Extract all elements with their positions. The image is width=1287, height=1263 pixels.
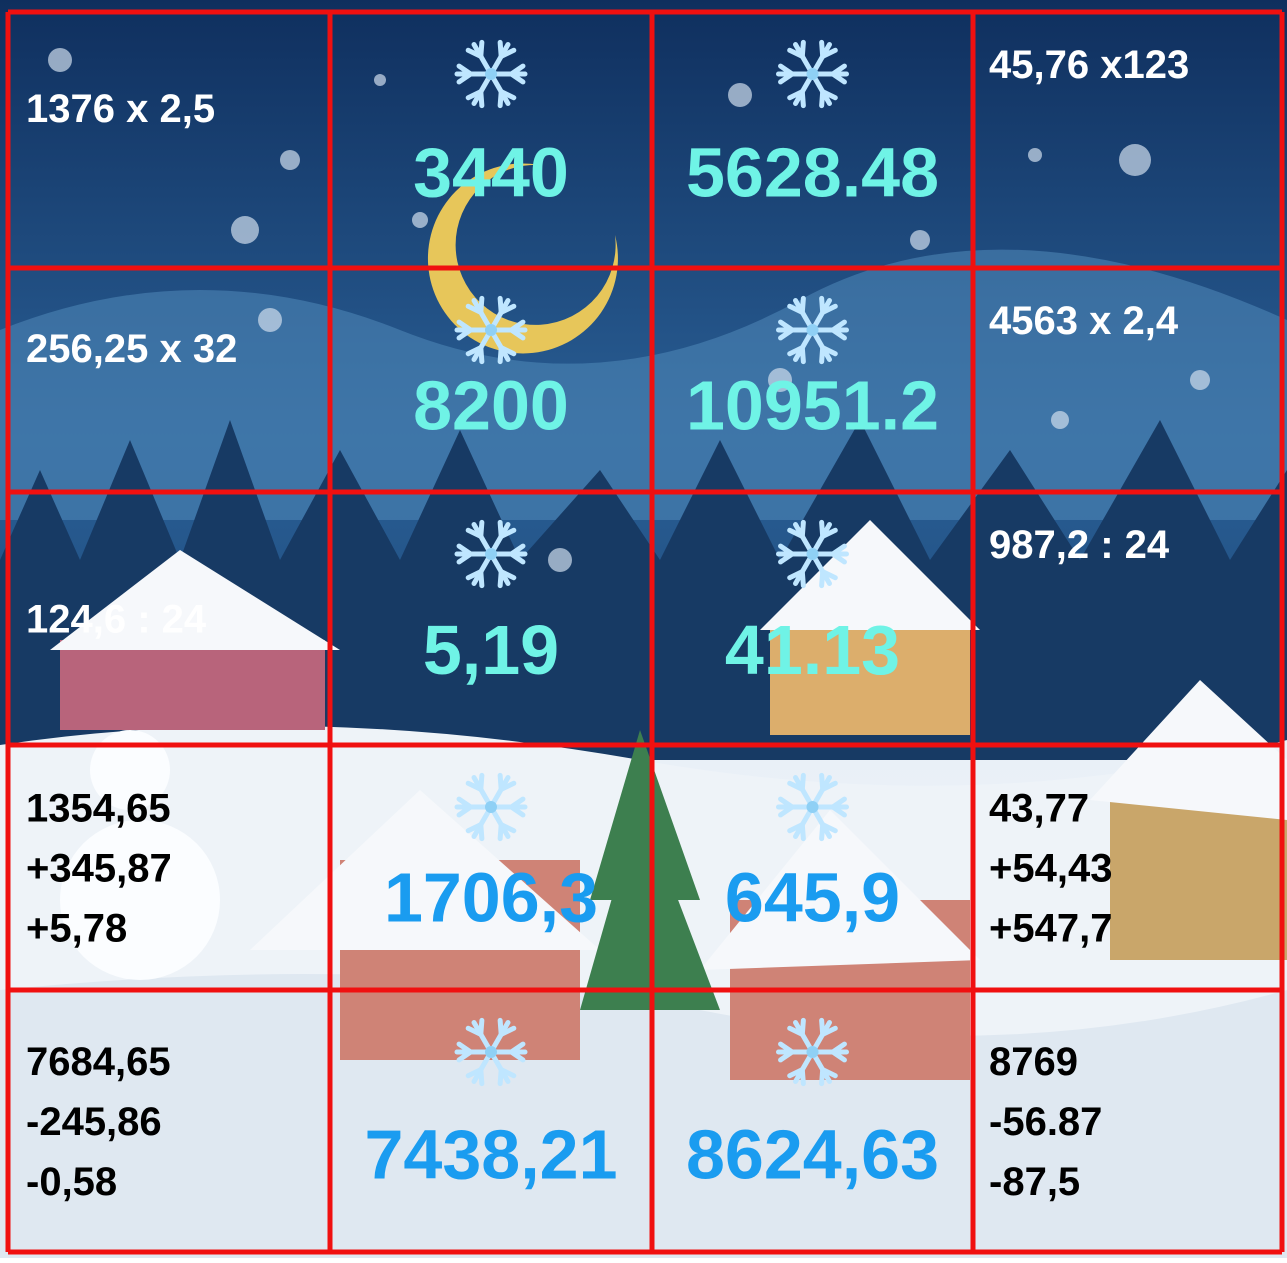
- snow-dot: [374, 74, 386, 86]
- right-problem: 8769: [989, 1040, 1078, 1084]
- right-problem: -56.87: [989, 1100, 1102, 1144]
- left-problem: 124,6 : 24: [26, 598, 207, 642]
- snow-dot: [910, 230, 930, 250]
- right-problem: 4563 x 2,4: [989, 299, 1179, 343]
- snowflake-core: [485, 68, 497, 80]
- left-problem: +345,87: [26, 847, 172, 891]
- snowflake-core: [807, 68, 819, 80]
- snow-dot: [412, 212, 428, 228]
- snow-dot: [1190, 370, 1210, 390]
- snowflake-core: [485, 324, 497, 336]
- answer: 5628.48: [686, 133, 939, 211]
- answer: 7438,21: [364, 1116, 617, 1194]
- left-problem: 1376 x 2,5: [26, 87, 215, 131]
- snowflake-branch: [500, 1020, 501, 1034]
- snowflake-branch: [802, 572, 803, 586]
- right-problem: 45,76 x123: [989, 43, 1189, 87]
- snowflake-core: [485, 1046, 497, 1058]
- snowflake-branch: [822, 298, 823, 312]
- snowflake-core: [485, 801, 497, 813]
- answer: 10951.2: [686, 366, 939, 444]
- left-problem: -245,86: [26, 1100, 162, 1144]
- snowflake-branch: [481, 825, 482, 839]
- snow-dot: [1119, 144, 1151, 176]
- snow-dot: [1051, 411, 1069, 429]
- snowflake-branch: [481, 92, 482, 106]
- right-problem: 987,2 : 24: [989, 523, 1170, 567]
- snowflake-core: [485, 548, 497, 560]
- snowflake-branch: [802, 348, 803, 362]
- snowflake-branch: [802, 825, 803, 839]
- snow-dot: [1028, 148, 1042, 162]
- snowflake-branch: [822, 775, 823, 789]
- left-problem: -0,58: [26, 1160, 117, 1204]
- answer: 41.13: [725, 611, 900, 689]
- snowflake-branch: [500, 775, 501, 789]
- snow-dot: [48, 48, 72, 72]
- answer: 8200: [413, 366, 569, 444]
- right-problem: +54,43: [989, 847, 1112, 891]
- snowflake-core: [807, 1046, 819, 1058]
- right-problem: +547,7: [989, 907, 1112, 951]
- snowflake-branch: [481, 572, 482, 586]
- left-problem: 256,25 x 32: [26, 327, 237, 371]
- snowflake-branch: [500, 522, 501, 536]
- snowflake-core: [807, 324, 819, 336]
- snowflake-branch: [802, 1070, 803, 1084]
- snowflake-branch: [822, 42, 823, 56]
- answer: 5,19: [423, 611, 559, 689]
- snowflake-branch: [822, 1020, 823, 1034]
- snowflake-core: [807, 548, 819, 560]
- snowflake-branch: [500, 42, 501, 56]
- answer: 645,9: [725, 858, 900, 936]
- snowflake-core: [807, 801, 819, 813]
- right-problem: -87,5: [989, 1160, 1080, 1204]
- snowflake-branch: [802, 92, 803, 106]
- worksheet: 1376 x 2,5 45,76 x123 3440 5628.48 256,25 x …: [0, 0, 1287, 1258]
- snowflake-branch: [822, 522, 823, 536]
- snow-dot: [280, 150, 300, 170]
- answer: 1706,3: [384, 858, 598, 936]
- snowflake-branch: [481, 1070, 482, 1084]
- snow-dot: [231, 216, 259, 244]
- left-problem: 7684,65: [26, 1040, 171, 1084]
- snowflake-branch: [481, 348, 482, 362]
- snow-dot: [728, 83, 752, 107]
- right-problem: 43,77: [989, 787, 1089, 831]
- snowflake-branch: [500, 298, 501, 312]
- left-problem: +5,78: [26, 907, 127, 951]
- snow-dot: [258, 308, 282, 332]
- answer: 8624,63: [686, 1116, 939, 1194]
- answer: 3440: [413, 133, 569, 211]
- snow-dot: [548, 548, 572, 572]
- left-problem: 1354,65: [26, 787, 171, 831]
